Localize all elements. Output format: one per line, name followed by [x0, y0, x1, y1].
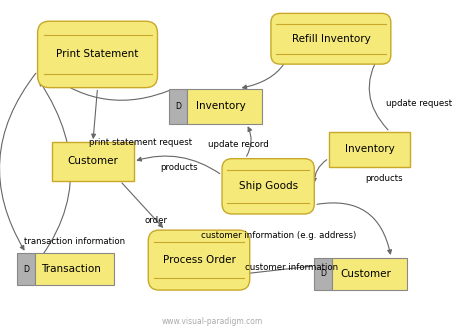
Text: order: order: [144, 216, 167, 225]
Bar: [314, 258, 332, 290]
Text: customer information: customer information: [245, 263, 338, 272]
Text: Customer: Customer: [340, 269, 391, 279]
Text: Refill Inventory: Refill Inventory: [291, 34, 370, 44]
Text: Customer: Customer: [67, 156, 118, 166]
Text: Inventory: Inventory: [345, 144, 394, 154]
Text: Process Order: Process Order: [163, 255, 235, 265]
Bar: [17, 253, 35, 286]
Text: D: D: [175, 102, 181, 111]
Text: Transaction: Transaction: [41, 264, 101, 274]
Bar: [329, 132, 410, 167]
FancyBboxPatch shape: [271, 13, 391, 64]
Text: products: products: [365, 174, 403, 183]
Text: D: D: [23, 265, 29, 274]
Text: Ship Goods: Ship Goods: [239, 181, 298, 191]
Text: update record: update record: [208, 140, 269, 149]
Text: www.visual-paradigm.com: www.visual-paradigm.com: [161, 317, 262, 326]
Bar: [169, 89, 187, 124]
FancyBboxPatch shape: [38, 21, 158, 88]
Text: update request: update request: [386, 99, 453, 108]
Text: products: products: [160, 163, 197, 172]
Text: Print Statement: Print Statement: [56, 49, 139, 59]
Text: transaction information: transaction information: [24, 237, 125, 246]
Bar: [187, 89, 262, 124]
Text: print statement request: print statement request: [89, 138, 192, 147]
Bar: [52, 142, 134, 181]
Text: D: D: [320, 270, 326, 279]
Text: Inventory: Inventory: [196, 101, 246, 111]
FancyBboxPatch shape: [148, 230, 250, 290]
Text: customer information (e.g. address): customer information (e.g. address): [201, 231, 356, 240]
Bar: [35, 253, 114, 286]
Bar: [332, 258, 407, 290]
FancyBboxPatch shape: [222, 159, 314, 214]
